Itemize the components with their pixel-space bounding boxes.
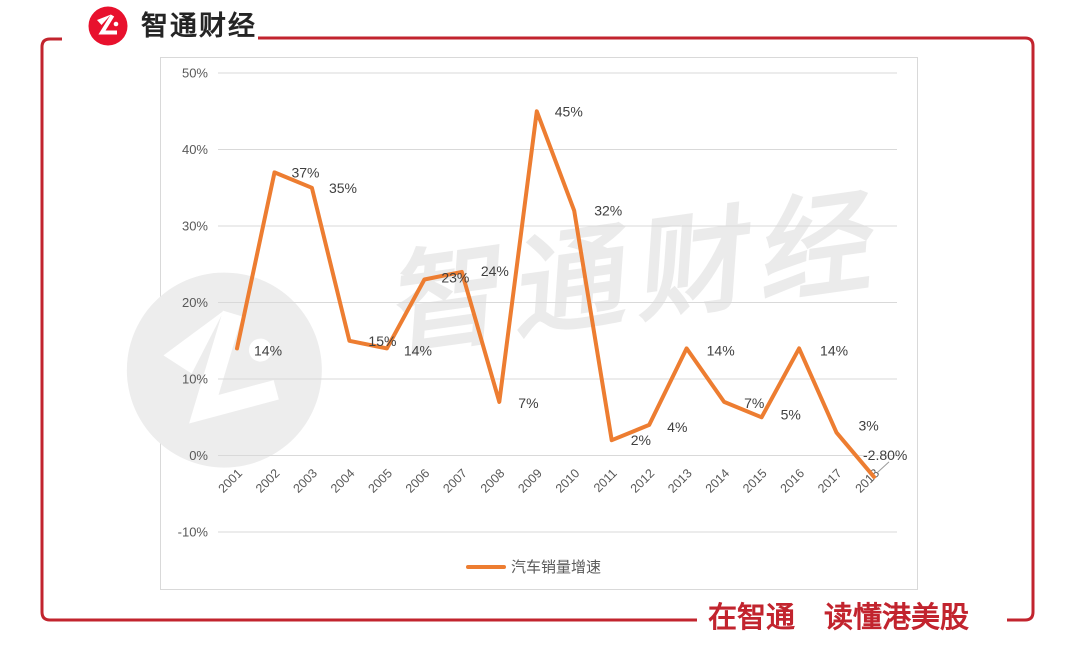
x-tick-label: 2005 bbox=[365, 466, 395, 496]
x-tick-label: 2009 bbox=[515, 466, 545, 496]
data-label: 4% bbox=[667, 419, 687, 435]
data-label: 24% bbox=[481, 263, 509, 279]
data-label: 23% bbox=[441, 270, 469, 286]
brand-tagline: 在智通 读懂港美股 bbox=[708, 602, 970, 634]
data-label: 14% bbox=[254, 342, 282, 358]
data-label: 14% bbox=[820, 342, 848, 358]
x-tick-label: 2015 bbox=[740, 466, 770, 496]
label-leader-line bbox=[876, 461, 890, 474]
data-label: -2.80% bbox=[863, 447, 907, 463]
data-label: 32% bbox=[594, 203, 622, 219]
chart-legend: 汽车销量增速 bbox=[466, 559, 601, 575]
y-tick-label: 30% bbox=[182, 219, 208, 234]
line-chart: 50%40%30%20%10%0%-10%2001 2002 2003 2004 200… bbox=[178, 66, 908, 540]
x-tick-label: 2003 bbox=[290, 466, 320, 496]
y-tick-label: 20% bbox=[182, 295, 208, 310]
x-tick-label: 2017 bbox=[815, 466, 845, 496]
x-tick-label: 2012 bbox=[628, 466, 658, 496]
data-label: 7% bbox=[518, 395, 538, 411]
data-label: 15% bbox=[368, 333, 396, 349]
x-tick-label: 2014 bbox=[703, 466, 733, 496]
x-tick-label: 2013 bbox=[665, 466, 695, 496]
x-tick-label: 2004 bbox=[328, 466, 358, 496]
brand-name: 智通财经 bbox=[141, 10, 257, 41]
y-tick-label: 10% bbox=[182, 372, 208, 387]
x-tick-label: 2016 bbox=[778, 466, 808, 496]
data-label: 7% bbox=[744, 395, 764, 411]
data-label: 45% bbox=[555, 103, 583, 119]
legend-series-label: 汽车销量增速 bbox=[511, 558, 602, 576]
x-tick-label: 2010 bbox=[553, 466, 583, 496]
zhitong-logo-icon bbox=[88, 6, 128, 46]
x-tick-label: 2006 bbox=[403, 466, 433, 496]
data-label: 14% bbox=[404, 342, 432, 358]
legend-line-swatch bbox=[466, 565, 506, 569]
data-label: 5% bbox=[781, 406, 801, 422]
y-tick-label: 50% bbox=[182, 66, 208, 81]
x-tick-label: 2001 bbox=[216, 466, 246, 496]
data-label: 14% bbox=[707, 342, 735, 358]
x-tick-label: 2008 bbox=[478, 466, 508, 496]
data-label: 3% bbox=[859, 418, 879, 434]
x-tick-label: 2011 bbox=[591, 466, 620, 495]
x-tick-label: 2007 bbox=[440, 466, 470, 496]
y-tick-label: 40% bbox=[182, 142, 208, 157]
data-label: 2% bbox=[631, 432, 651, 448]
y-tick-label: 0% bbox=[189, 448, 208, 463]
data-label: 37% bbox=[291, 164, 319, 180]
x-tick-label: 2002 bbox=[253, 466, 283, 496]
data-label: 35% bbox=[329, 180, 357, 196]
brand-logo: 智通财经 bbox=[88, 6, 257, 46]
y-tick-label: -10% bbox=[178, 525, 209, 540]
series-line bbox=[235, 109, 876, 479]
